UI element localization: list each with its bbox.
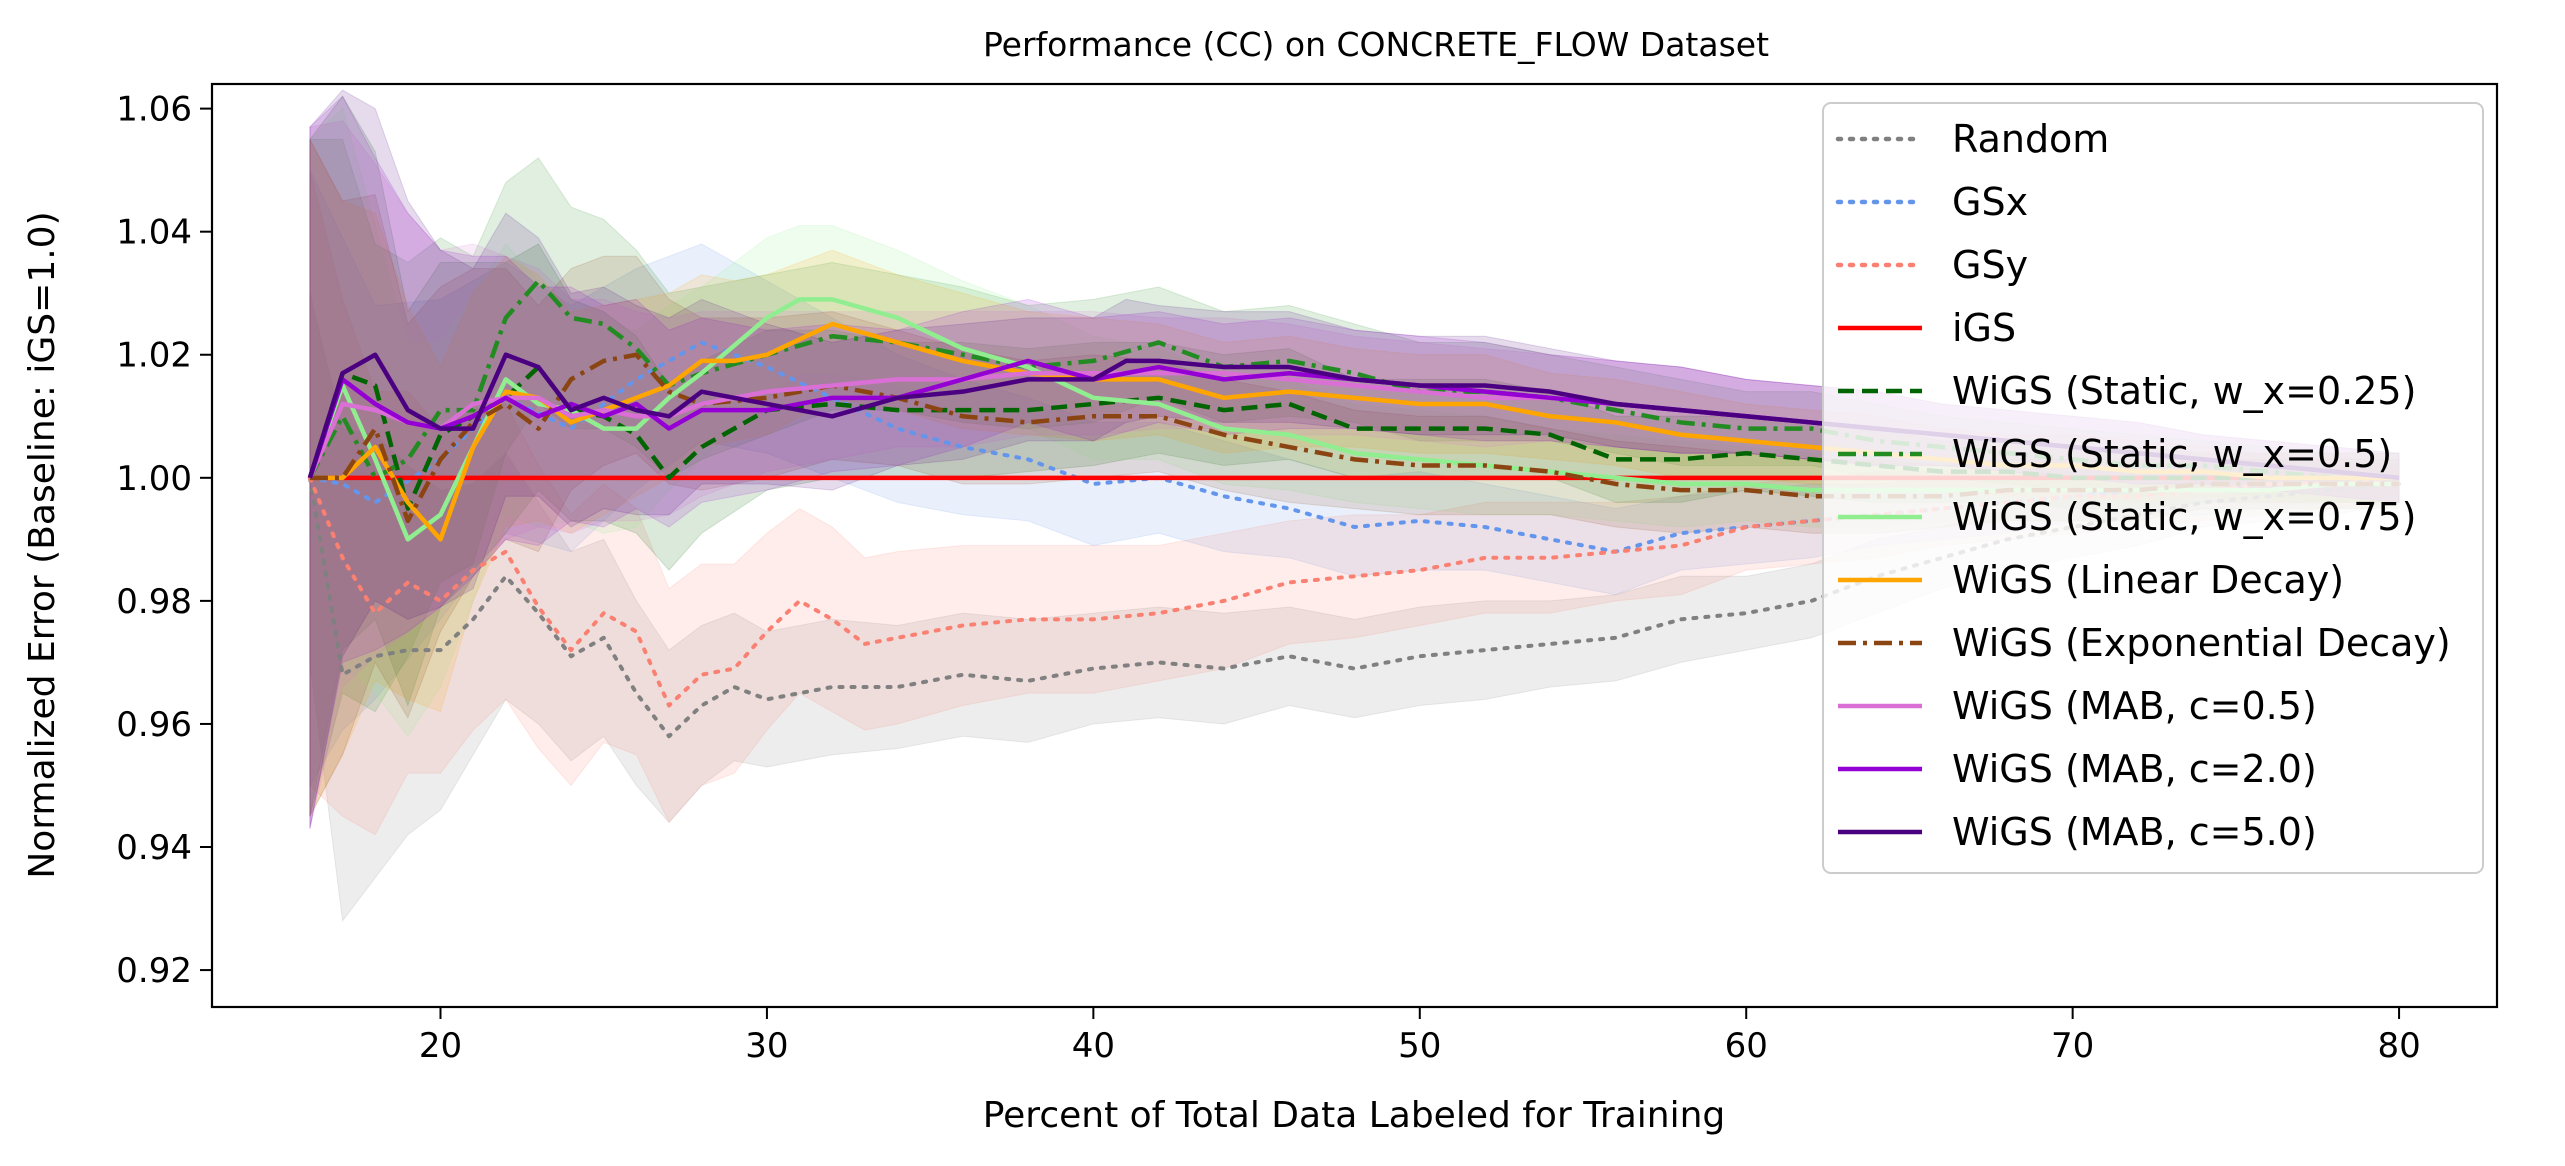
legend-entries: Random GSx GSy iGS WiGS (Static, w_x=0.25) Wi… [1835,117,2451,854]
legend-label-wigs-mab-c-5-0: WiGS (MAB, c=5.0) [1952,810,2317,854]
legend-box [1822,102,2484,874]
series-line-wigs-static-w-x-0-5 [307,278,2400,481]
y-tick-label: 0.94 [116,828,192,868]
y-tick-label: 1.02 [116,336,192,376]
legend-label-random: Random [1952,117,2109,161]
x-tick-label: 50 [1398,1026,1441,1066]
plot-frame [210,82,2499,1009]
legend-label-wigs-linear-decay: WiGS (Linear Decay) [1952,558,2344,602]
x-axis-label: Percent of Total Data Labeled for Traini… [983,1095,1726,1136]
legend-label-gsx: GSx [1952,180,2028,224]
y-tick-label: 0.92 [116,951,192,991]
series-line-gsx [307,340,2402,554]
legend-label-wigs-static-w-x-0-5: WiGS (Static, w_x=0.5) [1952,432,2392,476]
legend-label-gsy: GSy [1952,243,2028,287]
y-axis-label: Normalized Error (Baseline: iGS=1.0) [22,211,63,878]
x-tick-label: 30 [745,1026,788,1066]
y-tick-label: 0.98 [116,582,192,622]
y-tick-label: 0.96 [116,705,192,745]
x-tick-label: 70 [2051,1026,2094,1066]
legend-label-wigs-static-w-x-0-25: WiGS (Static, w_x=0.25) [1952,369,2416,413]
y-tick-label: 1.04 [116,213,192,253]
legend-label-igs: iGS [1952,306,2016,350]
legend-label-wigs-static-w-x-0-75: WiGS (Static, w_x=0.75) [1952,495,2416,539]
x-axis-ticks: 20 30 40 50 60 70 80 [419,1007,2421,1066]
x-tick-label: 40 [1072,1026,1115,1066]
legend-label-wigs-mab-c-0-5: WiGS (MAB, c=0.5) [1952,684,2317,728]
y-tick-label: 1.00 [116,459,192,499]
x-tick-label: 80 [2377,1026,2420,1066]
chart-title: Performance (CC) on CONCRETE_FLOW Datase… [983,25,1769,64]
legend-label-wigs-mab-c-2-0: WiGS (MAB, c=2.0) [1952,747,2317,791]
x-tick-label: 20 [419,1026,462,1066]
y-tick-label: 1.06 [116,90,192,130]
legend-label-wigs-exponential-decay: WiGS (Exponential Decay) [1952,621,2451,665]
y-axis-ticks: 0.92 0.94 0.96 0.98 1.00 1.02 1.04 1.06 [116,90,212,991]
x-tick-label: 60 [1725,1026,1768,1066]
legend: Random GSx GSy iGS WiGS (Static, w_x=0.25) Wi… [1822,102,2484,874]
